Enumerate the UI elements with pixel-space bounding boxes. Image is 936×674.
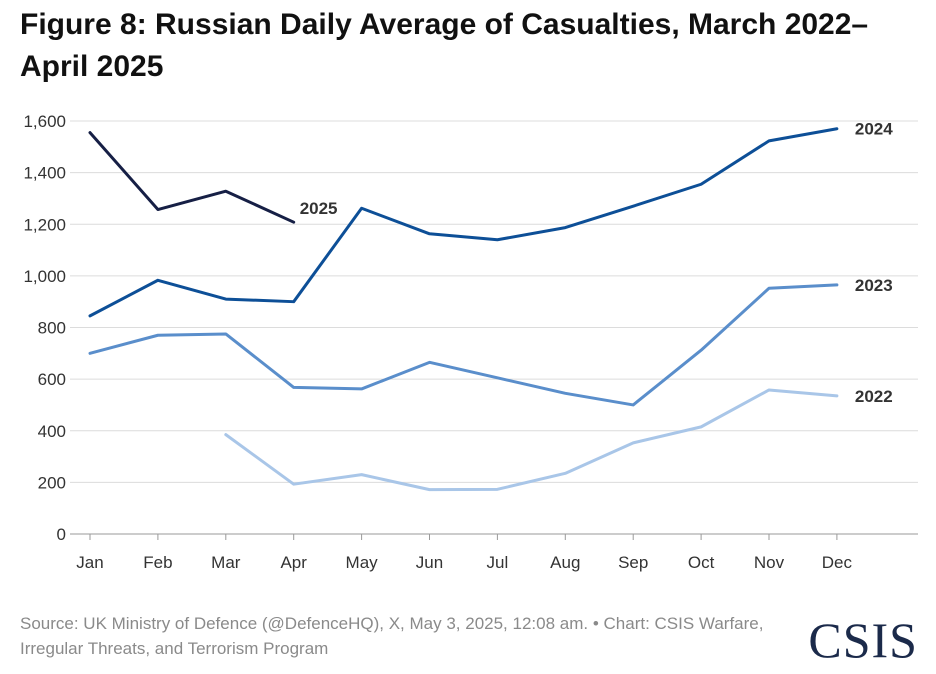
series-labels: 2022 2023 2024 2025 [300, 120, 894, 406]
x-tick-label: Nov [754, 553, 785, 572]
gridlines [70, 120, 918, 535]
chart-title: Figure 8: Russian Daily Average of Casua… [20, 8, 869, 83]
x-tick-label: Jul [487, 553, 509, 572]
series-line-2024 [88, 127, 839, 318]
y-axis-ticks: 0 200 400 600 800 1,000 1,200 1,400 1,600 [23, 112, 66, 544]
x-tick-label: Aug [550, 553, 580, 572]
series-line-2025 [88, 131, 296, 224]
x-tick-label: Jan [76, 553, 103, 572]
series-label-2023: 2023 [855, 276, 893, 295]
x-tick-label: Oct [688, 553, 715, 572]
csis-logo: CSIS [808, 612, 918, 668]
x-tick-label: Dec [822, 553, 853, 572]
y-tick-label: 400 [38, 422, 66, 441]
x-tick-label: May [346, 553, 379, 572]
y-tick-label: 800 [38, 319, 66, 338]
source-note: Source: UK Ministry of Defence (@Defence… [20, 614, 764, 658]
y-tick-label: 1,000 [23, 267, 66, 286]
x-tick-label: Apr [280, 553, 307, 572]
x-axis-ticks: Jan Feb Mar Apr May Jun Jul Aug Sep Oct Nov Dec [76, 534, 853, 572]
line-chart: 0 200 400 600 800 1,000 1,200 1,400 1,600 Jan Feb… [23, 112, 918, 572]
x-tick-label: Jun [416, 553, 443, 572]
series-line-2023 [88, 283, 839, 407]
y-tick-label: 1,400 [23, 164, 66, 183]
series-line-2022 [224, 388, 839, 492]
y-tick-label: 1,200 [23, 215, 66, 234]
y-tick-label: 600 [38, 370, 66, 389]
series-label-2025: 2025 [300, 199, 338, 218]
series-lines [88, 127, 839, 492]
y-tick-label: 200 [38, 473, 66, 492]
x-tick-label: Mar [211, 553, 241, 572]
series-label-2024: 2024 [855, 120, 893, 139]
x-tick-label: Sep [618, 553, 648, 572]
y-tick-label: 1,600 [23, 112, 66, 131]
series-label-2022: 2022 [855, 387, 893, 406]
y-tick-label: 0 [57, 525, 66, 544]
x-tick-label: Feb [143, 553, 172, 572]
